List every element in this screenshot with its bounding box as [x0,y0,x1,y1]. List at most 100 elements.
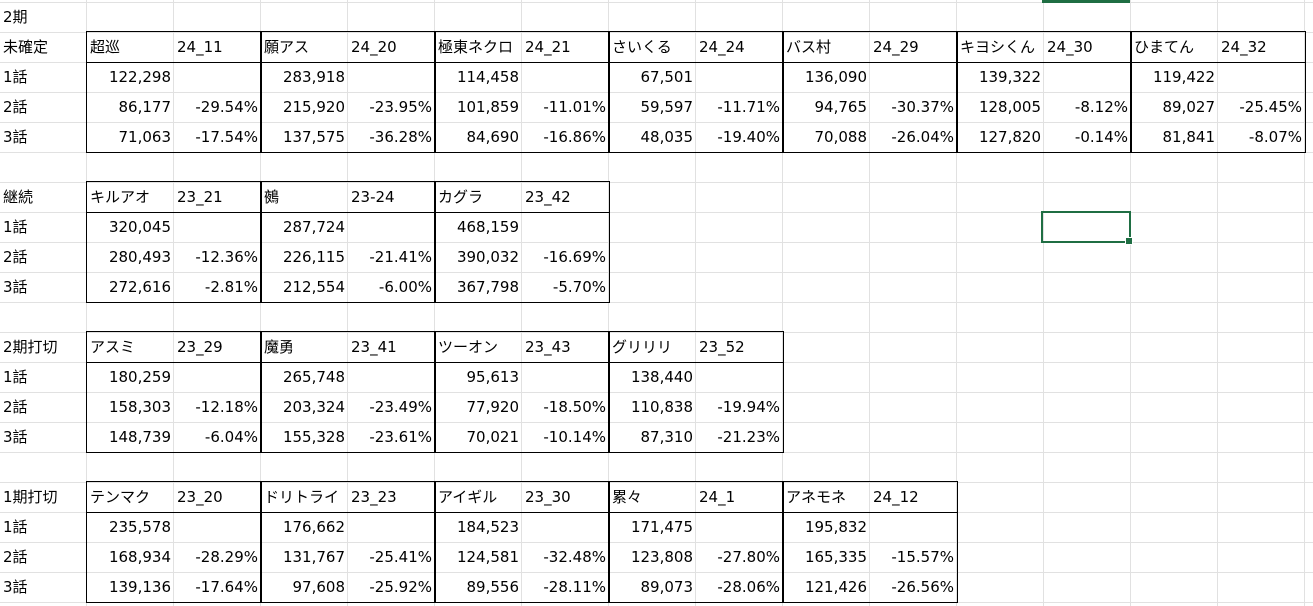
header-label[interactable]: 2期 [3,8,28,26]
change-percent[interactable]: -25.92% [369,578,432,596]
show-name[interactable]: 極東ネクロ [438,38,514,56]
episode-value[interactable]: 86,177 [118,98,172,116]
change-percent[interactable] [870,62,957,92]
show-code[interactable]: 23_23 [351,488,397,506]
show-code[interactable]: 24_11 [177,38,223,56]
episode-value[interactable]: 139,322 [978,68,1041,86]
show-code[interactable]: 24_30 [1047,38,1093,56]
change-percent[interactable] [174,362,261,392]
show-name[interactable]: ドリトライ [264,488,340,506]
change-percent[interactable] [348,362,435,392]
change-percent[interactable] [348,62,435,92]
episode-label[interactable]: 2話 [3,98,28,116]
change-percent[interactable]: -23.61% [369,428,432,446]
episode-value[interactable]: 155,328 [282,428,345,446]
show-code[interactable]: 24_1 [699,488,736,506]
show-code[interactable]: 23_43 [525,338,571,356]
change-percent[interactable] [174,62,261,92]
change-percent[interactable] [522,512,609,542]
episode-value[interactable]: 158,303 [108,398,171,416]
show-name[interactable]: 超巡 [90,38,121,56]
change-percent[interactable]: -15.57% [891,548,954,566]
change-percent[interactable] [696,362,783,392]
change-percent[interactable]: -18.50% [543,398,606,416]
episode-label[interactable]: 3話 [3,428,28,446]
episode-label[interactable]: 1話 [3,218,28,236]
episode-label[interactable]: 1話 [3,518,28,536]
episode-value[interactable]: 70,021 [466,428,520,446]
episode-value[interactable]: 95,613 [466,368,520,386]
episode-value[interactable]: 203,324 [282,398,345,416]
show-name[interactable]: 魔勇 [264,338,295,356]
episode-value[interactable]: 215,920 [282,98,345,116]
episode-value[interactable]: 165,335 [804,548,867,566]
change-percent[interactable]: -10.14% [543,428,606,446]
selected-cell[interactable] [1041,211,1133,245]
show-name[interactable]: バス村 [786,38,832,56]
change-percent[interactable]: -23.49% [369,398,432,416]
episode-value[interactable]: 212,554 [282,278,345,296]
change-percent[interactable] [696,62,783,92]
change-percent[interactable]: -19.94% [717,398,780,416]
show-name[interactable]: カグラ [438,188,484,206]
change-percent[interactable]: -29.54% [195,98,258,116]
show-code[interactable]: 24_20 [351,38,397,56]
change-percent[interactable]: -12.36% [195,248,258,266]
episode-value[interactable]: 119,422 [1152,68,1215,86]
change-percent[interactable] [522,212,609,242]
change-percent[interactable]: -6.00% [378,278,432,296]
change-percent[interactable]: -2.81% [204,278,258,296]
change-percent[interactable]: -25.45% [1239,98,1302,116]
show-code[interactable]: 23_21 [177,188,223,206]
change-percent[interactable]: -17.64% [195,578,258,596]
episode-label[interactable]: 3話 [3,278,28,296]
episode-value[interactable]: 137,575 [282,128,345,146]
show-name[interactable]: さいくる [612,38,672,56]
show-code[interactable]: 23_20 [177,488,223,506]
episode-value[interactable]: 48,035 [640,128,694,146]
change-percent[interactable]: -21.23% [717,428,780,446]
episode-value[interactable]: 122,298 [108,68,171,86]
episode-value[interactable]: 283,918 [282,68,345,86]
change-percent[interactable]: -25.41% [369,548,432,566]
change-percent[interactable]: -26.04% [891,128,954,146]
episode-value[interactable]: 89,556 [466,578,520,596]
show-code[interactable]: 24_29 [873,38,919,56]
show-code[interactable]: 24_32 [1221,38,1267,56]
episode-value[interactable]: 110,838 [630,398,693,416]
episode-value[interactable]: 468,159 [456,218,519,236]
episode-value[interactable]: 367,798 [456,278,519,296]
episode-value[interactable]: 287,724 [282,218,345,236]
episode-value[interactable]: 94,765 [814,98,868,116]
episode-value[interactable]: 128,005 [978,98,1041,116]
show-name[interactable]: グリリリ [612,338,673,356]
episode-label[interactable]: 2話 [3,548,28,566]
change-percent[interactable]: -0.14% [1074,128,1128,146]
episode-value[interactable]: 84,690 [466,128,520,146]
show-code[interactable]: 23-24 [351,188,395,206]
change-percent[interactable]: -26.56% [891,578,954,596]
change-percent[interactable] [696,512,783,542]
episode-label[interactable]: 3話 [3,128,28,146]
episode-value[interactable]: 235,578 [108,518,171,536]
change-percent[interactable] [174,512,261,542]
show-code[interactable]: 23_42 [525,188,571,206]
change-percent[interactable] [348,512,435,542]
change-percent[interactable] [348,212,435,242]
episode-value[interactable]: 70,088 [814,128,868,146]
episode-value[interactable]: 131,767 [282,548,345,566]
episode-value[interactable]: 139,136 [108,578,171,596]
show-code[interactable]: 23_29 [177,338,223,356]
change-percent[interactable]: -12.18% [195,398,258,416]
episode-label[interactable]: 2話 [3,248,28,266]
episode-value[interactable]: 171,475 [630,518,693,536]
show-name[interactable]: アイギル [438,488,498,506]
episode-value[interactable]: 148,739 [108,428,171,446]
change-percent[interactable]: -36.28% [369,128,432,146]
episode-value[interactable]: 272,616 [108,278,171,296]
section-label[interactable]: 未確定 [3,38,49,56]
change-percent[interactable]: -5.70% [552,278,606,296]
episode-value[interactable]: 121,426 [804,578,867,596]
change-percent[interactable]: -6.04% [204,428,258,446]
